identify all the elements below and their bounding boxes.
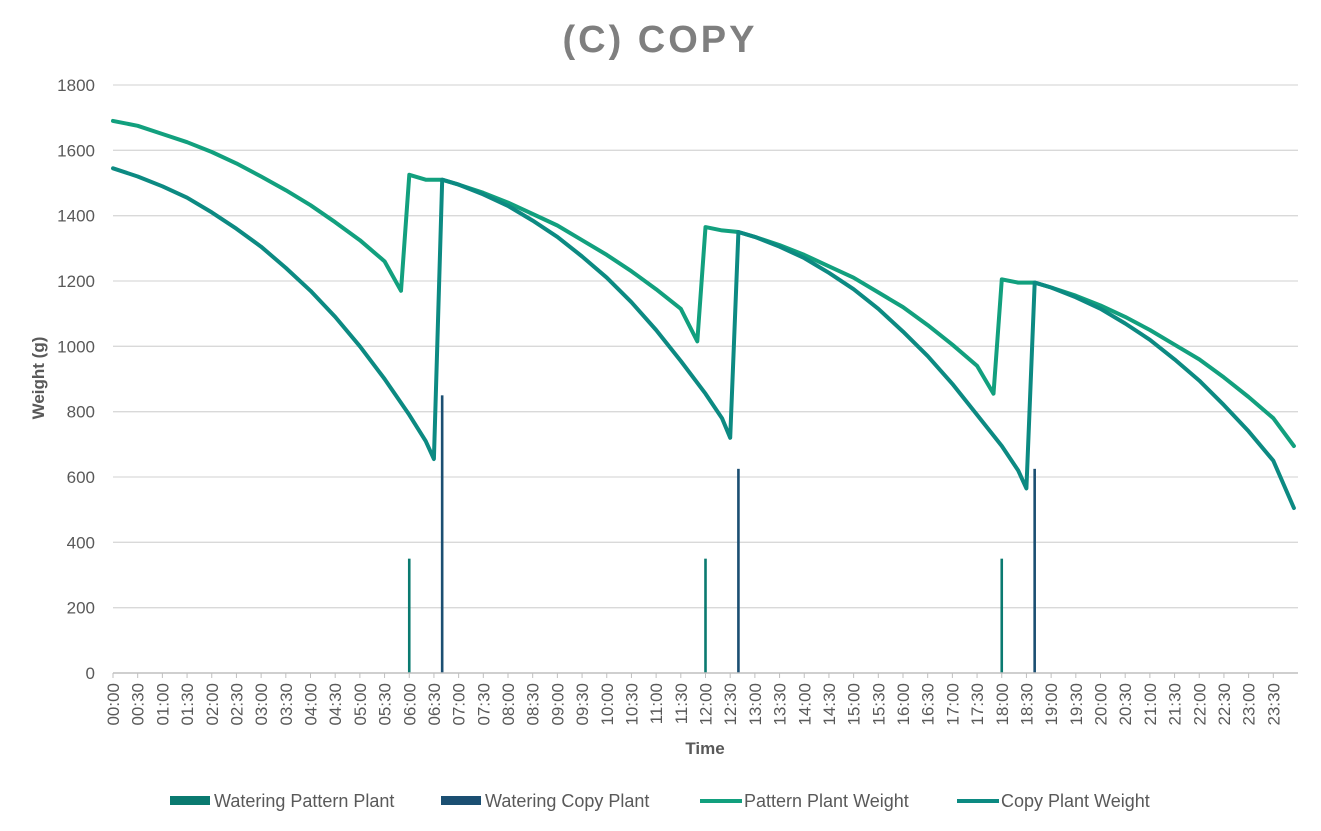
y-tick-label: 1400 <box>57 207 95 226</box>
watering-bar <box>407 558 411 673</box>
x-tick-label: 22:30 <box>1215 683 1234 726</box>
y-axis-ticks: 0 200 400 600 800 1000 1200 1400 1600 1800 <box>57 76 95 683</box>
y-tick-label: 400 <box>67 533 95 552</box>
x-tick-label: 06:00 <box>400 683 419 726</box>
legend-swatch <box>441 796 481 805</box>
x-tick-label: 04:00 <box>302 683 321 726</box>
x-tick-label: 07:30 <box>474 683 493 726</box>
y-tick-label: 0 <box>86 664 95 683</box>
x-tick-label: 12:00 <box>697 683 716 726</box>
x-tick-label: 02:00 <box>203 683 222 726</box>
watering-bar <box>737 468 740 673</box>
x-tick-label: 16:30 <box>919 683 938 726</box>
chart-title: (C) COPY <box>563 19 758 61</box>
x-tick-label: 10:00 <box>598 683 617 726</box>
x-tick-label: 14:00 <box>795 683 814 726</box>
x-tick-label: 19:30 <box>1067 683 1086 726</box>
y-axis-title: Weight (g) <box>29 337 48 420</box>
x-tick-label: 06:30 <box>425 683 444 726</box>
x-tick-label: 04:30 <box>326 683 345 726</box>
x-tick-label: 03:00 <box>252 683 271 726</box>
x-tick-label: 13:00 <box>746 683 765 726</box>
x-tick-label: 07:00 <box>450 683 469 726</box>
x-tick-label: 03:30 <box>277 683 296 726</box>
x-tick-label: 12:30 <box>721 683 740 726</box>
y-tick-label: 800 <box>67 403 95 422</box>
x-axis-title: Time <box>685 739 724 758</box>
x-axis-ticks: 00:00 00:30 01:00 01:30 02:00 02:30 03:00 03:30… <box>104 673 1283 726</box>
x-tick-label: 15:00 <box>845 683 864 726</box>
watering-bar <box>704 558 707 673</box>
x-tick-label: 05:00 <box>351 683 370 726</box>
x-tick-label: 15:30 <box>869 683 888 726</box>
watering-bar <box>440 395 444 673</box>
x-tick-label: 17:00 <box>943 683 962 726</box>
y-tick-label: 1200 <box>57 272 95 291</box>
x-tick-label: 08:00 <box>499 683 518 726</box>
x-tick-label: 19:00 <box>1042 683 1061 726</box>
x-tick-label: 02:30 <box>227 683 246 726</box>
y-tick-label: 1000 <box>57 337 95 356</box>
x-tick-label: 10:30 <box>622 683 641 726</box>
x-tick-label: 14:30 <box>820 683 839 726</box>
x-tick-label: 11:30 <box>672 683 691 724</box>
series-line <box>111 118 1296 448</box>
gridlines <box>113 84 1298 609</box>
x-tick-label: 23:00 <box>1240 683 1259 726</box>
legend-label: Watering Copy Plant <box>485 791 649 811</box>
x-tick-label: 05:30 <box>376 683 395 726</box>
series-line <box>111 166 1296 510</box>
y-tick-label: 200 <box>67 599 95 618</box>
legend-label: Copy Plant Weight <box>1001 791 1150 811</box>
watering-bars <box>407 395 1036 673</box>
legend-label: Watering Pattern Plant <box>214 791 394 811</box>
x-tick-label: 13:30 <box>771 683 790 726</box>
x-tick-label: 01:30 <box>178 683 197 726</box>
x-tick-label: 16:00 <box>894 683 913 726</box>
x-tick-label: 00:30 <box>129 683 148 726</box>
x-tick-label: 20:30 <box>1116 683 1135 726</box>
x-tick-label: 09:30 <box>573 683 592 726</box>
y-tick-label: 600 <box>67 468 95 487</box>
legend: Watering Pattern Plant Watering Copy Plan… <box>170 791 1150 811</box>
weight-lines <box>111 118 1296 510</box>
legend-swatch <box>170 796 210 805</box>
x-tick-label: 01:00 <box>153 683 172 726</box>
y-tick-label: 1600 <box>57 141 95 160</box>
x-tick-label: 08:30 <box>524 683 543 726</box>
x-tick-label: 11:00 <box>647 683 666 724</box>
watering-bar <box>1033 468 1036 673</box>
x-tick-label: 22:00 <box>1190 683 1209 726</box>
x-tick-label: 18:30 <box>1017 683 1036 726</box>
x-tick-label: 23:30 <box>1264 683 1283 726</box>
x-tick-label: 00:00 <box>104 683 123 726</box>
x-tick-label: 09:00 <box>548 683 567 726</box>
x-tick-label: 17:30 <box>968 683 987 726</box>
x-tick-label: 20:00 <box>1092 683 1111 726</box>
x-tick-label: 21:30 <box>1166 683 1185 726</box>
y-tick-label: 1800 <box>57 76 95 95</box>
legend-label: Pattern Plant Weight <box>744 791 909 811</box>
x-tick-label: 21:00 <box>1141 683 1160 726</box>
watering-bar <box>1000 558 1004 673</box>
x-tick-label: 18:00 <box>993 683 1012 726</box>
